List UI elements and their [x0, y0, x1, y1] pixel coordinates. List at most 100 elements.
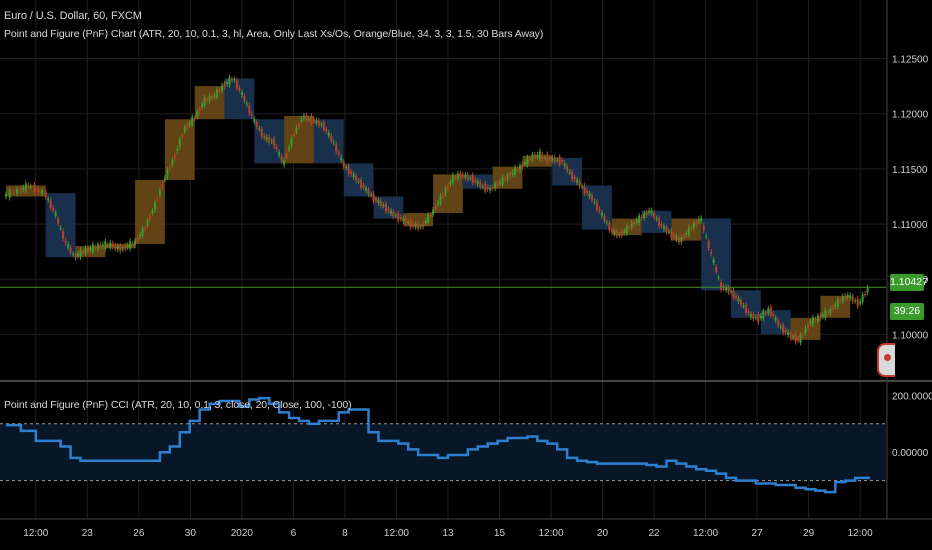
candle-body: [134, 240, 137, 246]
candle-body: [767, 308, 770, 314]
candle-body: [518, 165, 521, 170]
candle-body: [476, 181, 479, 185]
candle-body: [389, 210, 392, 214]
time-tick-label: 12:00: [848, 528, 873, 539]
candle-body: [223, 83, 226, 87]
candle-body: [64, 240, 67, 243]
candle-body: [486, 187, 489, 190]
candle-body: [255, 122, 258, 127]
price-tick-label: 1.12000: [892, 110, 929, 121]
candle-body: [752, 314, 755, 319]
candle-body: [439, 195, 442, 204]
candle-body: [59, 227, 62, 229]
candle-body: [8, 190, 11, 198]
candle-body: [22, 187, 25, 190]
candle-body: [655, 218, 658, 220]
candle-body: [576, 179, 579, 183]
candle-body: [129, 241, 132, 249]
candle-body: [603, 215, 606, 221]
candle-body: [658, 218, 661, 226]
candle-body: [427, 214, 430, 223]
candle-body: [84, 248, 87, 253]
candle-body: [248, 105, 251, 114]
candle-body: [521, 164, 524, 168]
candle-body: [509, 173, 512, 177]
candle-body: [814, 319, 817, 321]
candle-body: [846, 294, 849, 298]
candle-body: [543, 157, 546, 159]
candle-body: [79, 249, 82, 258]
candle-body: [581, 186, 584, 188]
candle-body: [821, 314, 824, 317]
candle-body: [355, 175, 358, 181]
candle-body: [315, 120, 318, 124]
candle-body: [762, 311, 765, 319]
candle-body: [104, 241, 107, 249]
candle-body: [347, 166, 350, 174]
candle-body: [379, 200, 382, 206]
time-tick-label: 26: [133, 528, 145, 539]
candle-body: [667, 231, 670, 233]
candle-body: [608, 222, 611, 231]
indicator-title: Point and Figure (PnF) Chart (ATR, 20, 1…: [4, 28, 544, 40]
candle-body: [864, 293, 867, 295]
candle-body: [119, 245, 122, 251]
candle-body: [151, 210, 154, 214]
alert-clock-icon[interactable]: [877, 343, 895, 377]
candle-body: [690, 228, 693, 230]
candle-body: [712, 259, 715, 263]
candle-body: [235, 80, 238, 88]
candle-body: [816, 315, 819, 321]
candle-body: [62, 231, 65, 239]
candle-body: [101, 244, 104, 247]
candle-body: [866, 287, 869, 293]
candle-body: [258, 128, 261, 130]
candle-body: [198, 108, 201, 112]
time-tick-label: 23: [82, 528, 94, 539]
candle-body: [831, 306, 834, 311]
candle-body: [672, 234, 675, 238]
candle-body: [176, 148, 179, 151]
candle-body: [320, 124, 323, 126]
candle-body: [553, 157, 556, 162]
candle-body: [310, 115, 313, 124]
pnf-boxes: [6, 78, 851, 340]
candle-body: [523, 162, 526, 165]
time-tick-label: 27: [752, 528, 764, 539]
candle-body: [166, 169, 169, 178]
candle-body: [290, 137, 293, 146]
candle-body: [394, 215, 397, 217]
candle-body: [578, 181, 581, 187]
candle-body: [806, 324, 809, 328]
pnf-box: [164, 119, 195, 180]
candle-body: [859, 301, 862, 304]
candle-body: [675, 236, 678, 240]
pnf-box: [522, 155, 553, 167]
candle-body: [446, 185, 449, 189]
candle-body: [618, 234, 621, 236]
candle-body: [747, 311, 750, 314]
candle-body: [764, 312, 767, 314]
time-tick-label: 12:00: [23, 528, 48, 539]
candle-body: [590, 195, 593, 201]
candle-body: [794, 334, 797, 343]
cci-tick-label: 200.00000: [892, 391, 932, 402]
candle-body: [265, 136, 268, 140]
candle-body: [240, 92, 243, 96]
candle-body: [533, 154, 536, 158]
candle-body: [377, 199, 380, 203]
candle-body: [124, 245, 127, 249]
candle-body: [96, 244, 99, 250]
candle-body: [99, 244, 102, 248]
candle-body: [392, 211, 395, 217]
candle-body: [94, 247, 97, 249]
candle-body: [861, 294, 864, 303]
candle-body: [561, 160, 564, 163]
candle-body: [171, 159, 174, 165]
candle-body: [461, 174, 464, 177]
candle-body: [610, 229, 613, 232]
candle-body: [692, 223, 695, 229]
candle-body: [749, 314, 752, 318]
candle-body: [367, 189, 370, 195]
